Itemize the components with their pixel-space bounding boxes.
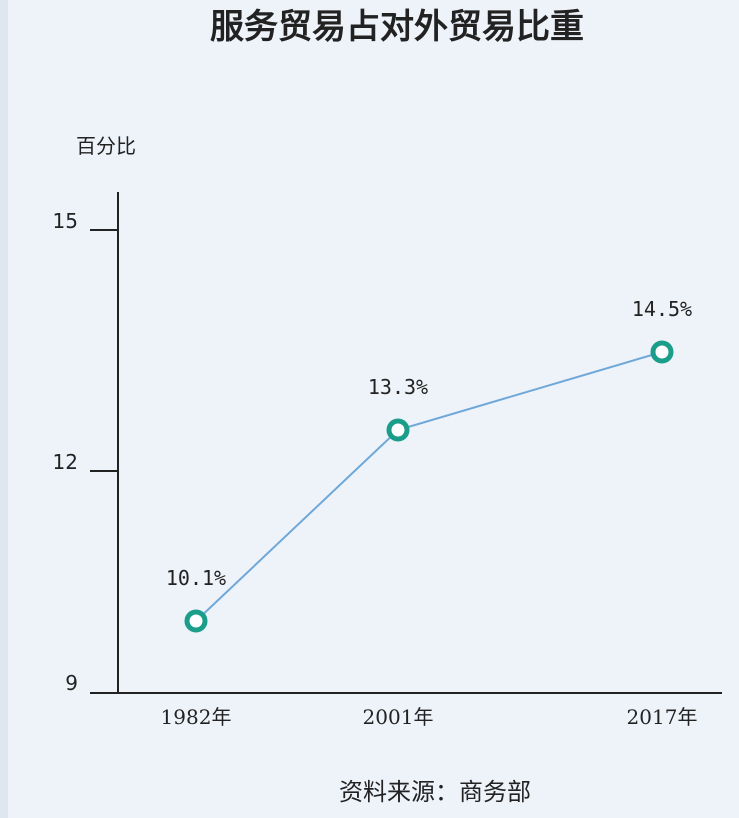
data-label: 10.1% xyxy=(166,566,226,590)
chart-title: 服务贸易占对外贸易比重 xyxy=(210,7,584,47)
x-tick-label: 2001年 xyxy=(363,705,434,729)
y-tick-label: 15 xyxy=(53,209,78,233)
x-tick-label: 1982年 xyxy=(161,705,232,729)
source-note: 资料来源：商务部 xyxy=(339,778,531,806)
y-tick-label: 9 xyxy=(65,671,78,695)
series-line xyxy=(195,351,663,622)
y-axis-label: 百分比 xyxy=(76,134,136,158)
data-point-marker xyxy=(386,418,410,442)
data-point-marker xyxy=(650,340,674,364)
y-tick-label: 12 xyxy=(53,450,78,474)
data-point-marker xyxy=(184,609,208,633)
data-label: 13.3% xyxy=(368,375,428,399)
x-tick-label: 2017年 xyxy=(627,705,698,729)
data-label: 14.5% xyxy=(632,297,692,321)
left-edge-strip xyxy=(0,0,8,818)
